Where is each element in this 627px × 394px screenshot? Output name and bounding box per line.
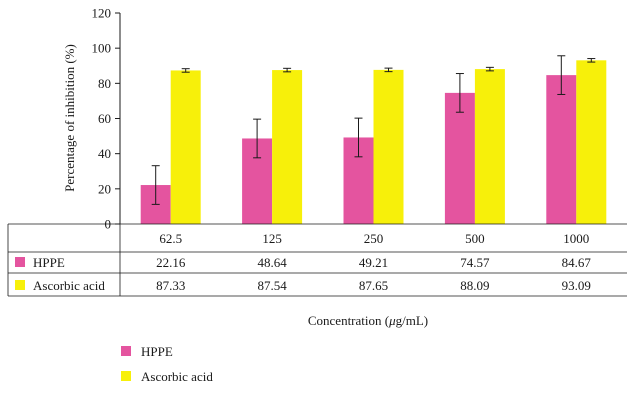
x-axis-title-mu: μ [388,313,396,328]
y-tick-label: 20 [98,181,111,196]
x-axis-title-prefix: Concentration ( [308,313,389,328]
y-tick-label: 40 [98,146,111,161]
legend: HPPE Ascorbic acid [121,344,213,384]
y-tick-label: 120 [92,6,112,21]
legend-label: Ascorbic acid [141,369,213,384]
bar-ascorbic-acid [576,60,607,225]
bar-hppe [546,75,577,224]
table-value: 87.54 [257,278,287,293]
x-tick-label: 1000 [563,231,589,246]
table-value: 93.09 [562,278,591,293]
x-tick-label: 500 [465,231,485,246]
x-tick-label: 125 [262,231,282,246]
x-axis-title: Concentration (μg/mL) [308,313,428,328]
table-value: 84.67 [562,255,592,270]
legend-swatch [121,346,131,356]
table-value: 88.09 [460,278,489,293]
table-legend-swatch [15,280,25,290]
table-series-label: Ascorbic acid [33,278,105,293]
y-tick-label: 60 [98,111,111,126]
x-tick-label: 250 [364,231,384,246]
table-series-label: HPPE [33,255,65,270]
table-value: 87.33 [156,278,185,293]
table-value: 87.65 [359,278,388,293]
x-tick-label: 62.5 [159,231,182,246]
legend-label: HPPE [141,344,173,359]
data-table: 62.5 125 250 500 1000 HPPE 22.16 48.64 49.21 74.5… [7,223,627,297]
bars [140,55,607,225]
bar-ascorbic-acid [474,69,505,224]
table-value: 22.16 [156,255,186,270]
bar-ascorbic-acid [373,69,404,224]
x-axis-title-suffix: g/mL) [396,313,429,328]
table-legend-swatch [15,257,25,267]
y-tick-label: 80 [98,76,111,91]
bar-ascorbic-acid [272,70,303,224]
y-tick-label: 100 [92,41,112,56]
bar-hppe [444,92,475,225]
y-axis-title: Percentage of inhibition (%) [62,44,77,192]
table-value: 49.21 [359,255,388,270]
table-value: 74.57 [460,255,490,270]
legend-swatch [121,371,131,381]
table-value: 48.64 [257,255,287,270]
bar-ascorbic-acid [170,70,201,224]
